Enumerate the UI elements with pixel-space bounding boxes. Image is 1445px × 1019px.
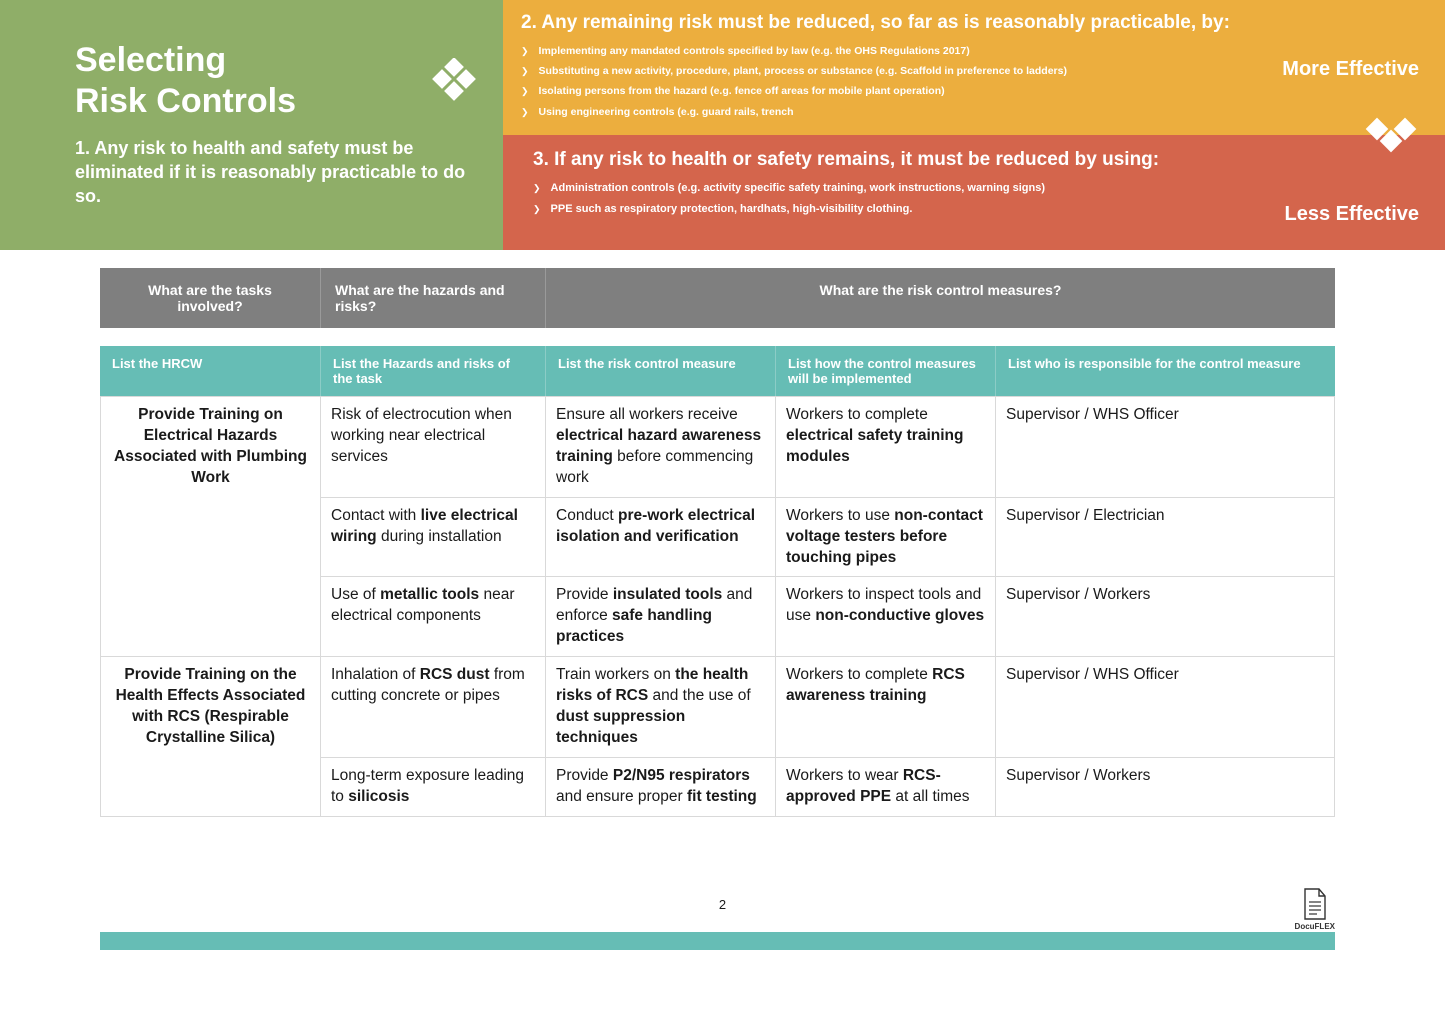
page-title: Selecting Risk Controls [75,40,473,122]
teal-col-implementation: List how the control measures will be im… [775,346,995,396]
cell-implementation: Workers to use non-contact voltage teste… [776,497,996,577]
cell-control: Ensure all workers receive electrical ha… [546,397,776,498]
cell-hazard: Long-term exposure leading to silicosis [321,757,546,816]
chevron-icon: ❯ [521,105,529,119]
cell-implementation: Workers to complete RCS awareness traini… [776,657,996,758]
less-effective-label: Less Effective [1284,203,1419,226]
cell-implementation: Workers to inspect tools and use non-con… [776,577,996,657]
cell-hazard: Contact with live electrical wiring duri… [321,497,546,577]
cell-responsible: Supervisor / WHS Officer [996,397,1335,498]
teal-header-row: List the HRCW List the Hazards and risks… [100,346,1335,396]
cell-implementation: Workers to wear RCS-approved PPE at all … [776,757,996,816]
docuflex-logo: DocuFLEX [1295,888,1335,931]
chevron-icon: ❯ [521,84,529,98]
teal-col-responsible: List who is responsible for the control … [995,346,1335,396]
table-row: Provide Training on Electrical Hazards A… [101,397,1335,498]
logo-label: DocuFLEX [1295,922,1335,931]
cell-control: Provide insulated tools and enforce safe… [546,577,776,657]
table-row: Provide Training on the Health Effects A… [101,657,1335,758]
red-heading: 3. If any risk to health or safety remai… [533,149,1419,171]
cell-implementation: Workers to complete electrical safety tr… [776,397,996,498]
gray-col-hazards: What are the hazards and risks? [320,268,545,328]
title-line2: Risk Controls [75,82,296,120]
bullet-text: Isolating persons from the hazard (e.g. … [539,84,945,98]
cell-task: Provide Training on the Health Effects A… [101,657,321,817]
cell-responsible: Supervisor / Workers [996,757,1335,816]
teal-col-hrcw: List the HRCW [100,346,320,396]
content-area: What are the tasks involved? What are th… [0,250,1445,817]
bullet-text: Administration controls (e.g. activity s… [551,181,1045,196]
gray-col-controls: What are the risk control measures? [545,268,1335,328]
diamond-icon [1363,117,1419,158]
gray-header-row: What are the tasks involved? What are th… [100,268,1335,328]
chevron-icon: ❯ [521,44,529,58]
cell-hazard: Use of metallic tools near electrical co… [321,577,546,657]
teal-col-hazards: List the Hazards and risks of the task [320,346,545,396]
chevron-icon: ❯ [533,181,541,195]
yellow-bullets: ❯ Implementing any mandated controls spec… [521,44,1419,119]
banner-right: 2. Any remaining risk must be reduced, s… [503,0,1445,250]
cell-control: Provide P2/N95 respirators and ensure pr… [546,757,776,816]
bullet-text: Implementing any mandated controls speci… [539,44,970,58]
bullet-text: PPE such as respiratory protection, hard… [551,202,913,217]
cell-hazard: Risk of electrocution when working near … [321,397,546,498]
document-icon [1301,888,1329,920]
hierarchy-banner: Selecting Risk Controls 1. Any risk to h… [0,0,1445,250]
chevron-icon: ❯ [521,64,529,78]
gray-col-tasks: What are the tasks involved? [100,268,320,328]
cell-control: Conduct pre-work electrical isolation an… [546,497,776,577]
cell-hazard: Inhalation of RCS dust from cutting conc… [321,657,546,758]
chevron-icon: ❯ [533,202,541,216]
cell-control: Train workers on the health risks of RCS… [546,657,776,758]
cell-responsible: Supervisor / Workers [996,577,1335,657]
cell-responsible: Supervisor / WHS Officer [996,657,1335,758]
banner-yellow: 2. Any remaining risk must be reduced, s… [503,0,1445,135]
risk-controls-table: Provide Training on Electrical Hazards A… [100,396,1335,817]
page-number: 2 [0,897,1445,912]
title-line1: Selecting [75,41,226,79]
bullet-text: Using engineering controls (e.g. guard r… [539,105,794,119]
more-effective-label: More Effective [1282,58,1419,81]
diamond-icon [427,58,479,115]
banner-green: Selecting Risk Controls 1. Any risk to h… [0,0,503,250]
bullet-text: Substituting a new activity, procedure, … [539,64,1067,78]
teal-col-control: List the risk control measure [545,346,775,396]
banner-red: 3. If any risk to health or safety remai… [503,135,1445,250]
cell-task: Provide Training on Electrical Hazards A… [101,397,321,657]
cell-responsible: Supervisor / Electrician [996,497,1335,577]
footer-bar: DocuFLEX [100,932,1335,950]
green-sub: 1. Any risk to health and safety must be… [75,136,473,209]
yellow-heading: 2. Any remaining risk must be reduced, s… [521,12,1419,34]
